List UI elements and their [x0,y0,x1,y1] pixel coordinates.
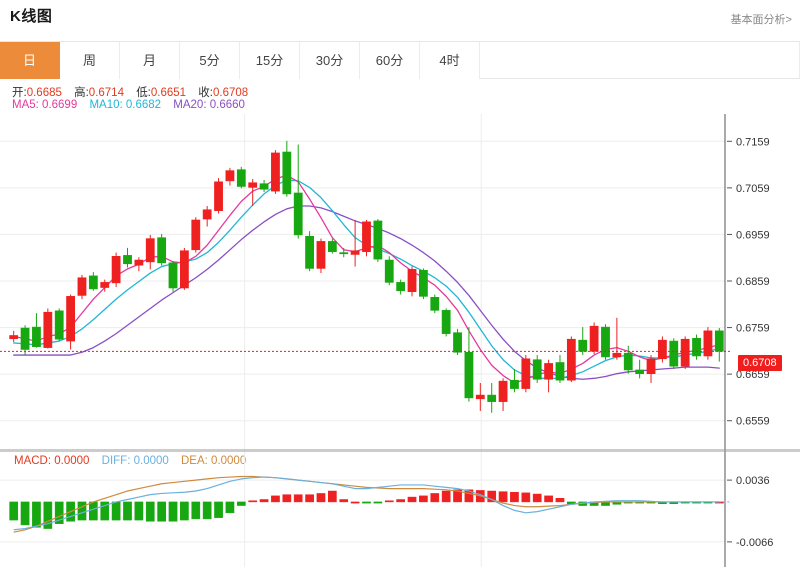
low-label: 低: [136,87,151,99]
tab-1[interactable]: 周 [60,42,120,79]
tab-3[interactable]: 5分 [180,42,240,79]
open-value: 0.6685 [26,87,62,99]
ma5-value: 0.6699 [42,99,78,111]
svg-text:0.7159: 0.7159 [736,136,770,148]
ma10-value: 0.6682 [125,99,162,111]
close-label: 收: [198,87,213,99]
macd-svg: 0.0036 -0.0066 [0,450,800,567]
period-tab-bar: 日周月 5分 15分 30分 60分 4时 [0,41,800,79]
ma10-label: MA10: [89,99,123,111]
svg-text:-0.0066: -0.0066 [736,537,773,549]
svg-text:0.6959: 0.6959 [736,229,770,241]
high-value: 0.6714 [88,87,124,99]
tab-0[interactable]: 日 [0,42,60,79]
tab-7[interactable]: 4时 [420,42,480,79]
svg-text:0.6859: 0.6859 [736,276,770,288]
ma-legend: MA5: 0.6699 MA10: 0.6682 MA20: 0.6660 [12,99,245,111]
tab-6[interactable]: 60分 [360,42,420,79]
ma20-value: 0.6660 [209,99,245,111]
tab-5[interactable]: 30分 [300,42,360,79]
current-price-badge: 0.6708 [738,355,782,371]
open-label: 开: [12,87,27,99]
macd-value: 0.0000 [54,455,90,467]
close-value: 0.6708 [212,87,249,99]
svg-text:0.7059: 0.7059 [736,183,770,195]
candlestick-svg: 0.7159 0.7059 0.6959 0.6859 0.6759 0.6659 0.65… [0,114,800,450]
dea-label: DEA: [181,455,208,467]
price-chart-pane[interactable]: 0.7159 0.7059 0.6959 0.6859 0.6759 0.6659 0.65… [0,114,800,450]
svg-text:0.0036: 0.0036 [736,475,770,487]
tab-2[interactable]: 月 [120,42,180,79]
macd-label: MACD: [14,455,52,467]
diff-value: 0.0000 [133,455,169,467]
dea-value: 0.0000 [211,455,247,467]
tab-4[interactable]: 15分 [240,42,300,79]
page-title: K线图 [10,8,53,25]
ma20-label: MA20: [173,99,207,111]
diff-label: DIFF: [101,455,131,467]
svg-text:0.6659: 0.6659 [736,369,770,381]
macd-legend: MACD: 0.0000 DIFF: 0.0000 DEA: 0.0000 [14,455,246,467]
svg-text:0.6759: 0.6759 [736,323,770,335]
fundamental-analysis-link[interactable]: 基本面分析> [730,14,792,26]
low-value: 0.6651 [150,87,187,99]
svg-text:0.6559: 0.6559 [736,416,770,428]
high-label: 高: [74,87,89,99]
tab-filler [480,42,800,78]
ohlc-legend: 开:0.6685 高:0.6714 低:0.6651 收:0.6708 [12,84,248,100]
widget-header: K线图 基本面分析> [0,0,800,40]
macd-chart-pane[interactable]: 0.0036 -0.0066 [0,450,800,567]
ma5-label: MA5: [12,99,39,111]
